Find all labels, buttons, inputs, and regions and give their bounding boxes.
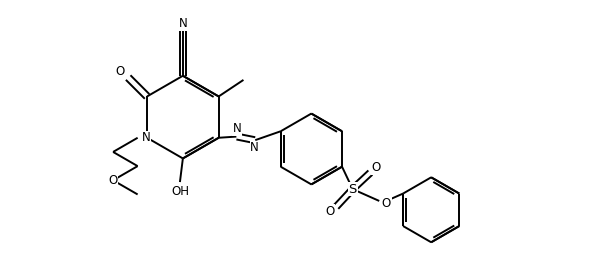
- Text: O: O: [325, 205, 335, 218]
- Text: OH: OH: [171, 185, 189, 198]
- Text: O: O: [115, 65, 125, 78]
- Text: O: O: [108, 174, 118, 187]
- Text: N: N: [141, 131, 150, 144]
- Text: S: S: [349, 183, 357, 196]
- Text: N: N: [232, 122, 241, 135]
- Text: O: O: [381, 197, 391, 210]
- Text: N: N: [250, 141, 259, 154]
- Text: N: N: [178, 17, 187, 30]
- Text: O: O: [372, 161, 381, 174]
